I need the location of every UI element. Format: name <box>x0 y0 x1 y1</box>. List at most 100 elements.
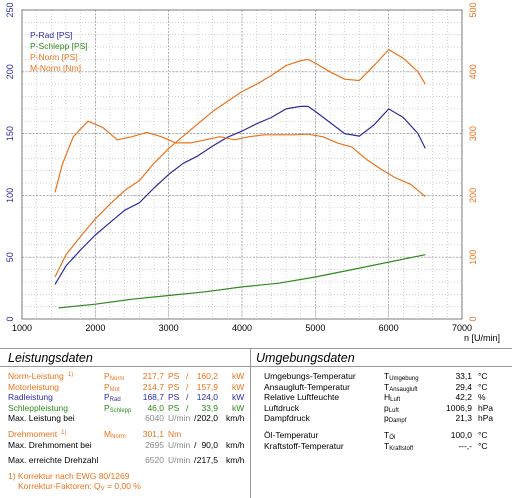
leistung-row-3-unit-ps: PS <box>168 402 180 413</box>
footnote-korrektur: 1) Korrektur nach EWG 80/1269 <box>8 470 130 481</box>
umgebung-row-6-unit: °C <box>478 440 488 451</box>
y-left-tick-label: 50 <box>5 252 15 262</box>
max-leistung-rpm-unit: U/min <box>168 413 191 424</box>
leistung-row-1-label: Motorleistung <box>8 381 60 392</box>
y-right-tick-label: 300 <box>468 126 478 141</box>
x-axis-label: n [U/min] <box>464 333 500 343</box>
umgebung-row-6-sym-symbol: T <box>384 440 390 451</box>
umgebung-row-3-unit: hPa <box>478 402 494 413</box>
leistung-row-1-sym-symbol: P <box>104 381 110 392</box>
legend-p-norm: P-Norm [PS] <box>30 52 78 62</box>
umgebung-row-4-sym-symbol: p <box>384 413 389 424</box>
series-line-p-rad-ps <box>54 105 426 285</box>
leistung-row-3-value-kw: 33,9 <box>201 402 218 413</box>
drehmoment-sym: MNorm <box>104 429 126 440</box>
y-right-tick-label: 400 <box>468 64 478 79</box>
umgebung-row-4-unit: hPa <box>478 413 494 424</box>
x-tick-label: 6000 <box>379 323 399 333</box>
leistung-row-3-sym-symbol: P <box>104 402 110 413</box>
leistung-row-0-separator: / <box>186 371 189 381</box>
leistung-row-3-sym: PSchlepp <box>104 403 131 414</box>
drehmoment-value: 301,1 <box>142 429 164 439</box>
umgebung-row-1-label: Ansaugluft-Temperatur <box>264 381 350 392</box>
umgebung-row-2-sym-subscript: Luft <box>390 397 401 404</box>
max-drehmoment-rpm: 2695 <box>145 439 164 450</box>
chart-grid <box>21 9 463 320</box>
leistung-row-1-unit-kw: kW <box>232 381 245 392</box>
max-drehzahl-label: Max. erreichte Drehzahl <box>8 455 99 466</box>
leistung-row-0-unit-ps: PS <box>168 371 180 381</box>
umgebung-row-2-sym: HLuft <box>384 392 400 403</box>
umgebungsdaten-title: Umgebungsdaten <box>256 351 355 365</box>
umgebung-row-0-unit: °C <box>478 371 488 381</box>
leistung-row-0-label: Norm-Leistung 1) <box>8 371 74 381</box>
umgebung-row-0-sym-symbol: T <box>384 371 390 381</box>
umgebung-row-2-unit: % <box>478 392 486 403</box>
leistung-row-2-value-ps: 168,7 <box>142 392 164 403</box>
umgebung-row-5-sym-symbol: T <box>384 430 390 440</box>
umgebung-row-0-sym: TUmgebung <box>384 371 419 382</box>
leistung-row-1-sym-subscript: Mot <box>109 386 120 393</box>
y-right-tick-label: 100 <box>468 250 478 265</box>
umgebung-row-6-sym-subscript: Kraftstoff <box>389 445 414 452</box>
tables-area: Leistungsdaten Umgebungsdaten Norm-Leist… <box>0 348 512 498</box>
max-drehzahl-speed: 217,5 <box>196 455 218 466</box>
umgebung-row-4-value: 21,3 <box>455 413 472 424</box>
leistung-row-0-sym-symbol: P <box>104 371 110 381</box>
leistung-row-0-value-ps: 217,7 <box>142 371 164 381</box>
leistung-row-2-sym-symbol: P <box>104 392 110 403</box>
umgebung-row-2-label: Relative Luftfeuchte <box>264 392 340 403</box>
max-drehmoment-label: Max. Drehmoment bei <box>8 439 92 450</box>
umgebung-row-4-sym-subscript: Dampf <box>388 418 407 425</box>
leistung-row-2-unit-ps: PS <box>168 392 180 403</box>
legend-m-norm: M-Norm [Nm] <box>30 63 81 73</box>
max-drehmoment-rpm-unit: U/min <box>168 439 191 450</box>
leistung-row-1-sym: PMot <box>104 382 120 393</box>
leistung-row-1-separator: / <box>186 381 189 392</box>
max-drehzahl-rpm: 6520 <box>145 455 164 466</box>
plot-frame <box>21 9 463 320</box>
leistung-row-0-sym-subscript: Norm <box>109 376 125 382</box>
umgebung-row-4-sym: pDampf <box>384 413 406 424</box>
umgebung-row-5-sym: TÖl <box>384 430 395 441</box>
umgebung-row-2-sym-symbol: H <box>384 392 391 403</box>
leistung-row-1-unit-ps: PS <box>168 381 180 392</box>
y-right-tick-label: 200 <box>468 188 478 203</box>
max-drehzahl-separator: / <box>194 455 197 466</box>
y-left-tick-label: 0 <box>5 316 15 321</box>
umgebung-row-1-sym: TAnsaugluft <box>384 382 418 393</box>
leistung-row-2-sym-subscript: Rad <box>109 397 121 404</box>
x-tick-label: 4000 <box>232 323 252 333</box>
leistungsdaten-panel: Norm-Leistung 1) PNorm 217,7 PS/160,2 kW Motor… <box>0 371 250 498</box>
x-tick-label: 1000 <box>12 323 32 333</box>
umgebung-row-3-sym-subscript: Luft <box>388 407 399 414</box>
leistung-row-1-value-ps: 214,7 <box>142 381 164 392</box>
leistung-row-0-value-kw: 160,2 <box>196 371 218 381</box>
leistung-row-3-separator: / <box>186 402 189 413</box>
header-underline <box>0 366 512 367</box>
leistung-row-3-sym-subscript: Schlepp <box>109 407 132 414</box>
umgebung-row-5-label: Öl-Temperatur <box>264 430 319 440</box>
umgebung-row-1-value: 29,4 <box>455 381 472 392</box>
max-drehmoment-speed: 90,0 <box>201 439 218 450</box>
y-left-tick-label: 100 <box>5 188 15 203</box>
drehmoment-sym-symbol: M <box>104 429 112 439</box>
umgebung-row-3-sym: pLuft <box>384 403 399 414</box>
footnote-korrektur-faktoren: Korrektur-Faktoren: QV = 0,00 % <box>18 481 141 492</box>
umgebung-row-5-sym-subscript: Öl <box>389 435 396 441</box>
umgebung-row-6-value: ---,- <box>458 440 472 451</box>
legend-p-rad: P-Rad [PS] <box>30 30 73 40</box>
max-drehzahl-rpm-unit: U/min <box>168 455 191 466</box>
series-line-m-norm-nm <box>54 120 426 198</box>
max-drehmoment-separator: / <box>194 439 197 450</box>
drehmoment-unit: Nm <box>168 429 182 439</box>
chart-series <box>54 48 426 309</box>
max-drehzahl-speed-unit: km/h <box>226 455 245 466</box>
umgebung-row-6-sym: TKraftstoff <box>384 441 413 452</box>
umgebung-row-0-sym-subscript: Umgebung <box>389 376 419 382</box>
leistung-row-1-value-kw: 157,9 <box>196 381 218 392</box>
leistung-row-0-unit-kw: kW <box>232 371 245 381</box>
max-leistung-speed: 202,0 <box>196 413 218 424</box>
